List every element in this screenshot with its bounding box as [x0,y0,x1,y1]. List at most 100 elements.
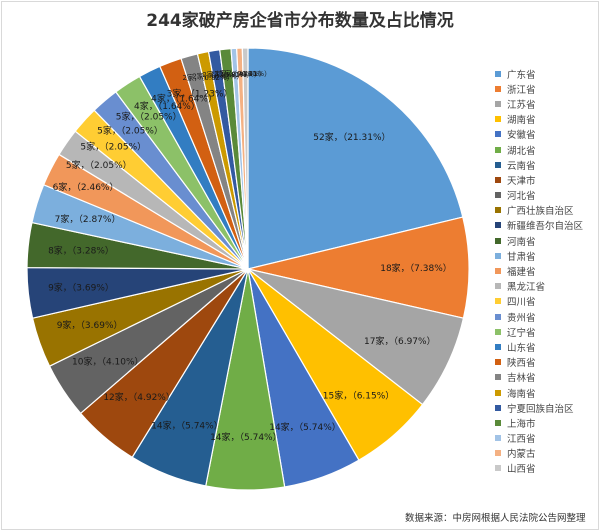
slice-label-22: 2家，（0.82%） [182,73,233,82]
legend-swatch [495,146,501,153]
legend-swatch [495,131,501,138]
legend-item-15: 黑龙江省 [495,279,595,294]
legend-swatch [495,176,501,183]
legend-item-12: 河南省 [495,233,595,248]
legend-item-26: 内蒙古 [495,446,595,461]
legend-label: 山西省 [507,464,536,476]
slice-label-8: 12家，（4.92%） [103,391,175,403]
legend-item-11: 新疆维吾尔自治区 [495,218,595,233]
legend-swatch [495,298,501,305]
legend-item-1: 广东省 [495,66,595,81]
legend-label: 福建省 [507,267,536,279]
legend-label: 甘肃省 [507,251,536,263]
legend-item-19: 山东省 [495,339,595,354]
slice-label-7: 14家，（5.74%） [151,420,223,432]
legend-swatch [495,85,501,92]
legend-item-7: 云南省 [495,157,595,172]
slice-label-1: 52家，（21.31%） [313,131,390,143]
source-note: 数据来源：中房网根据人民法院公告网整理 [405,513,586,524]
slice-label-21: 3家，（1.23%） [167,88,233,100]
legend-swatch [495,70,501,77]
slice-label-9: 10家，（4.10%） [72,356,144,368]
legend-swatch [495,359,501,366]
legend-label: 云南省 [507,160,536,172]
legend-swatch [495,419,501,426]
legend-swatch [495,161,501,168]
slice-label-19: 4家，（1.64%） [134,100,200,112]
slice-label-11: 9家，（3.69%） [48,281,114,293]
legend-label: 江苏省 [507,99,536,111]
legend-label: 湖南省 [507,115,536,127]
legend-label: 河南省 [507,236,536,248]
legend-swatch [495,450,501,457]
legend-item-18: 辽宁省 [495,324,595,339]
chart-title: 244家破产房企省市分布数量及占比情况 [146,11,454,31]
legend-swatch [495,374,501,381]
legend-label: 吉林省 [507,373,536,385]
legend-swatch [495,268,501,275]
legend-label: 内蒙古 [507,449,536,461]
slice-label-10: 9家，（3.69%） [57,319,123,331]
slice-label-5: 14家，（5.74%） [269,421,341,433]
pie-slice-1 [247,47,464,270]
legend-item-20: 陕西省 [495,355,595,370]
slice-label-24: 2家，（0.82%） [202,70,253,79]
legend-item-16: 四川省 [495,294,595,309]
legend-label: 浙江省 [507,84,536,96]
legend-swatch [495,435,501,442]
legend-label: 新疆维吾尔自治区 [507,221,584,233]
legend-swatch [495,283,501,290]
legend-label: 贵州省 [507,312,536,324]
slice-label-14: 6家，（2.46%） [53,181,119,193]
legend-label: 广西壮族自治区 [507,206,574,218]
pie-slice-2 [247,216,470,319]
pie-slice-27 [241,47,249,270]
legend-item-2: 浙江省 [495,81,595,96]
legend-swatch [495,192,501,199]
slice-label-17: 5家，（2.05%） [97,124,163,136]
legend-swatch [495,313,501,320]
legend-item-5: 安徽省 [495,127,595,142]
legend-item-4: 湖南省 [495,112,595,127]
legend-swatch [495,116,501,123]
slice-label-12: 8家，（3.28%） [48,245,114,257]
legend-label: 四川省 [507,297,536,309]
legend-swatch [495,343,501,350]
legend-label: 湖北省 [507,145,536,157]
legend-swatch [495,100,501,107]
legend-swatch [495,252,501,259]
legend-item-13: 甘肃省 [495,248,595,263]
legend-label: 宁夏回族自治区 [507,403,574,415]
legend-label: 江西省 [507,434,536,446]
legend-label: 海南省 [507,388,536,400]
slice-label-2: 18家，（7.38%） [380,262,452,274]
slice-label-6: 14家，（5.74%） [210,431,282,443]
legend-item-8: 天津市 [495,172,595,187]
legend-item-21: 吉林省 [495,370,595,385]
slice-label-13: 7家，（2.87%） [55,213,121,225]
legend-item-10: 广西壮族自治区 [495,203,595,218]
legend-item-6: 湖北省 [495,142,595,157]
legend-item-3: 江苏省 [495,96,595,111]
legend-item-17: 贵州省 [495,309,595,324]
legend-item-25: 江西省 [495,431,595,446]
legend-label: 天津市 [507,175,536,187]
legend-swatch [495,404,501,411]
legend-swatch [495,207,501,214]
slice-label-3: 17家，（6.97%） [364,335,436,347]
legend-swatch [495,222,501,229]
slice-label-23: 2家，（0.82%） [192,71,243,80]
legend-label: 安徽省 [507,130,536,142]
legend-item-24: 上海市 [495,415,595,430]
slice-label-27: 1家，（0.41%） [220,69,271,78]
legend-label: 辽宁省 [507,327,536,339]
legend-swatch [495,328,501,335]
legend-label: 河北省 [507,191,536,203]
legend-label: 陕西省 [507,358,536,370]
legend-item-9: 河北省 [495,188,595,203]
legend-item-14: 福建省 [495,263,595,278]
legend-swatch [495,465,501,472]
slice-label-4: 15家，（6.15%） [323,390,395,402]
slice-label-16: 5家，（2.05%） [80,141,146,153]
